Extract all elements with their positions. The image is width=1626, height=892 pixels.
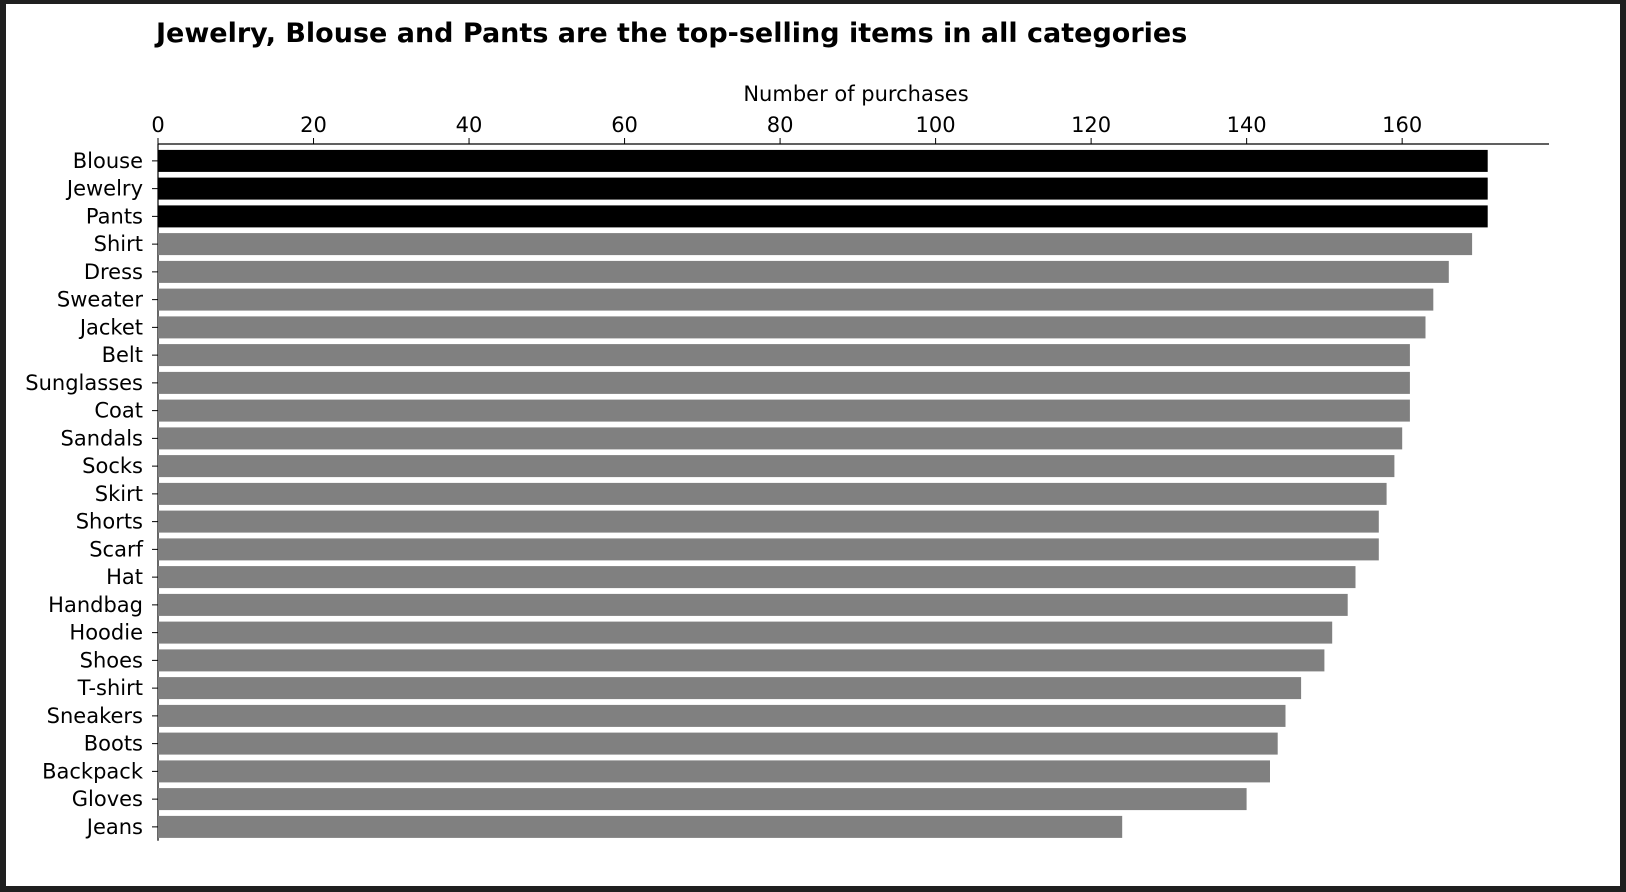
y-tick-label-sweater: Sweater [57,288,143,312]
y-tick-label-gloves: Gloves [72,787,143,811]
y-tick-label-hat: Hat [106,565,143,589]
x-tick-label-0: 0 [151,113,164,137]
bars [158,149,1488,838]
y-tick-label-dress: Dress [84,260,143,284]
x-tick-label-160: 160 [1382,113,1422,137]
y-tick-label-scarf: Scarf [89,537,143,561]
bar-dress [158,260,1449,283]
x-axis-label: Number of purchases [743,82,968,106]
bar-shorts [158,510,1379,533]
bar-chart: Jewelry, Blouse and Pants are the top-se… [25,18,1549,841]
bar-jewelry [158,177,1488,200]
y-tick-label-skirt: Skirt [95,482,143,506]
x-tick-label-80: 80 [767,113,794,137]
bar-sweater [158,288,1434,311]
chart-title: Jewelry, Blouse and Pants are the top-se… [154,18,1187,49]
y-tick-label-belt: Belt [102,343,143,367]
y-tick-label-hoodie: Hoodie [69,621,143,645]
x-tick-label-100: 100 [916,113,956,137]
bar-boots [158,732,1278,755]
bar-sunglasses [158,371,1410,394]
bar-handbag [158,593,1348,616]
y-tick-label-jeans: Jeans [85,815,143,839]
bar-backpack [158,760,1270,783]
x-tick-label-140: 140 [1227,113,1267,137]
y-tick-label-boots: Boots [84,732,143,756]
x-tick-label-60: 60 [611,113,638,137]
bar-pants [158,205,1488,228]
y-tick-label-sneakers: Sneakers [47,704,143,728]
y-tick-label-sandals: Sandals [61,426,143,450]
axes: Blouse Jewelry Pants Shirt Dress Sweater Jacke… [25,113,1549,841]
bar-skirt [158,482,1387,505]
y-tick-label-handbag: Handbag [48,593,143,617]
bar-socks [158,455,1395,478]
bar-belt [158,344,1410,367]
bar-hoodie [158,621,1333,644]
y-tick-label-blouse: Blouse [73,149,143,173]
y-tick-label-pants: Pants [86,204,143,228]
y-tick-label-jacket: Jacket [78,315,143,339]
y-tick-label-backpack: Backpack [42,759,144,783]
x-tick-label-20: 20 [300,113,327,137]
y-tick-label-shoes: Shoes [80,648,143,672]
bar-sandals [158,427,1403,450]
y-tick-label-socks: Socks [82,454,143,478]
bar-hat [158,566,1356,589]
chart-frame: Jewelry, Blouse and Pants are the top-se… [6,4,1620,886]
bar-jeans [158,815,1123,838]
bar-coat [158,399,1410,422]
bar-sneakers [158,704,1286,727]
y-tick-label-t-shirt: T-shirt [77,676,143,700]
bar-scarf [158,538,1379,561]
x-tick-label-40: 40 [456,113,483,137]
y-tick-label-jewelry: Jewelry [65,177,143,201]
bar-blouse [158,149,1488,172]
y-tick-label-shirt: Shirt [94,232,143,256]
bar-t-shirt [158,677,1302,700]
bar-shoes [158,649,1325,672]
x-tick-label-120: 120 [1071,113,1111,137]
bar-jacket [158,316,1426,339]
bar-gloves [158,788,1247,811]
y-tick-label-shorts: Shorts [76,510,143,534]
bar-shirt [158,233,1473,256]
y-tick-label-sunglasses: Sunglasses [25,371,143,395]
y-tick-label-coat: Coat [94,399,143,423]
